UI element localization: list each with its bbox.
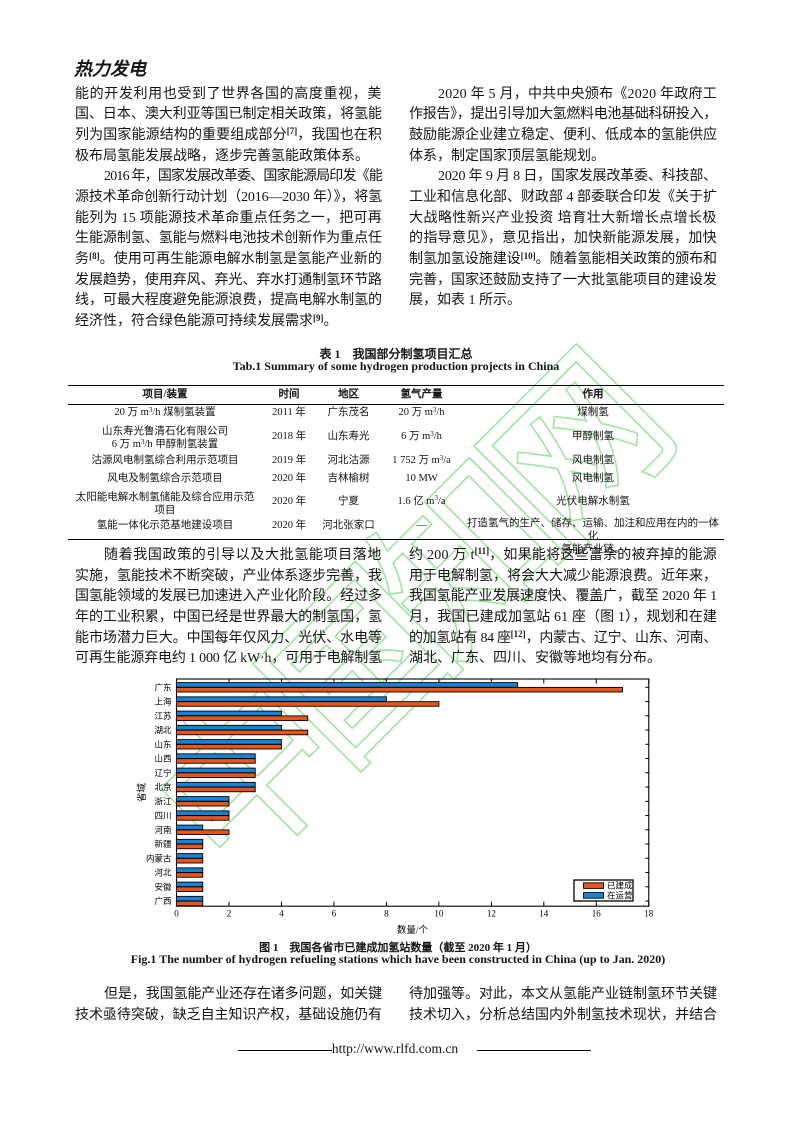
svg-text:上海: 上海 <box>154 697 172 707</box>
svg-text:内蒙古: 内蒙古 <box>146 853 172 863</box>
svg-text:新疆: 新疆 <box>154 839 172 849</box>
svg-text:2: 2 <box>227 909 232 919</box>
svg-text:已建成: 已建成 <box>607 881 633 891</box>
svg-text:数量/个: 数量/个 <box>397 924 429 936</box>
svg-text:4: 4 <box>279 909 284 919</box>
svg-text:18: 18 <box>644 909 654 919</box>
svg-text:14: 14 <box>539 909 549 919</box>
svg-text:在运营: 在运营 <box>607 890 633 900</box>
svg-text:6: 6 <box>332 909 337 919</box>
svg-text:四川: 四川 <box>154 811 171 821</box>
svg-text:广西: 广西 <box>154 896 171 906</box>
svg-text:山东: 山东 <box>154 739 171 749</box>
svg-text:浙江: 浙江 <box>154 796 172 806</box>
svg-text:湖北: 湖北 <box>154 725 172 735</box>
svg-text:省域: 省域 <box>136 783 148 803</box>
svg-text:16: 16 <box>592 909 602 919</box>
svg-text:广东: 广东 <box>154 682 171 692</box>
svg-text:江苏: 江苏 <box>154 711 172 721</box>
svg-text:北京: 北京 <box>154 782 171 792</box>
svg-text:12: 12 <box>487 909 496 919</box>
svg-text:10: 10 <box>434 909 444 919</box>
svg-text:8: 8 <box>384 909 389 919</box>
svg-text:河南: 河南 <box>154 825 171 835</box>
svg-text:辽宁: 辽宁 <box>154 768 171 778</box>
svg-text:安徽: 安徽 <box>154 882 172 892</box>
svg-text:0: 0 <box>174 909 179 919</box>
svg-text:河北: 河北 <box>154 868 172 878</box>
svg-text:山西: 山西 <box>154 754 171 764</box>
